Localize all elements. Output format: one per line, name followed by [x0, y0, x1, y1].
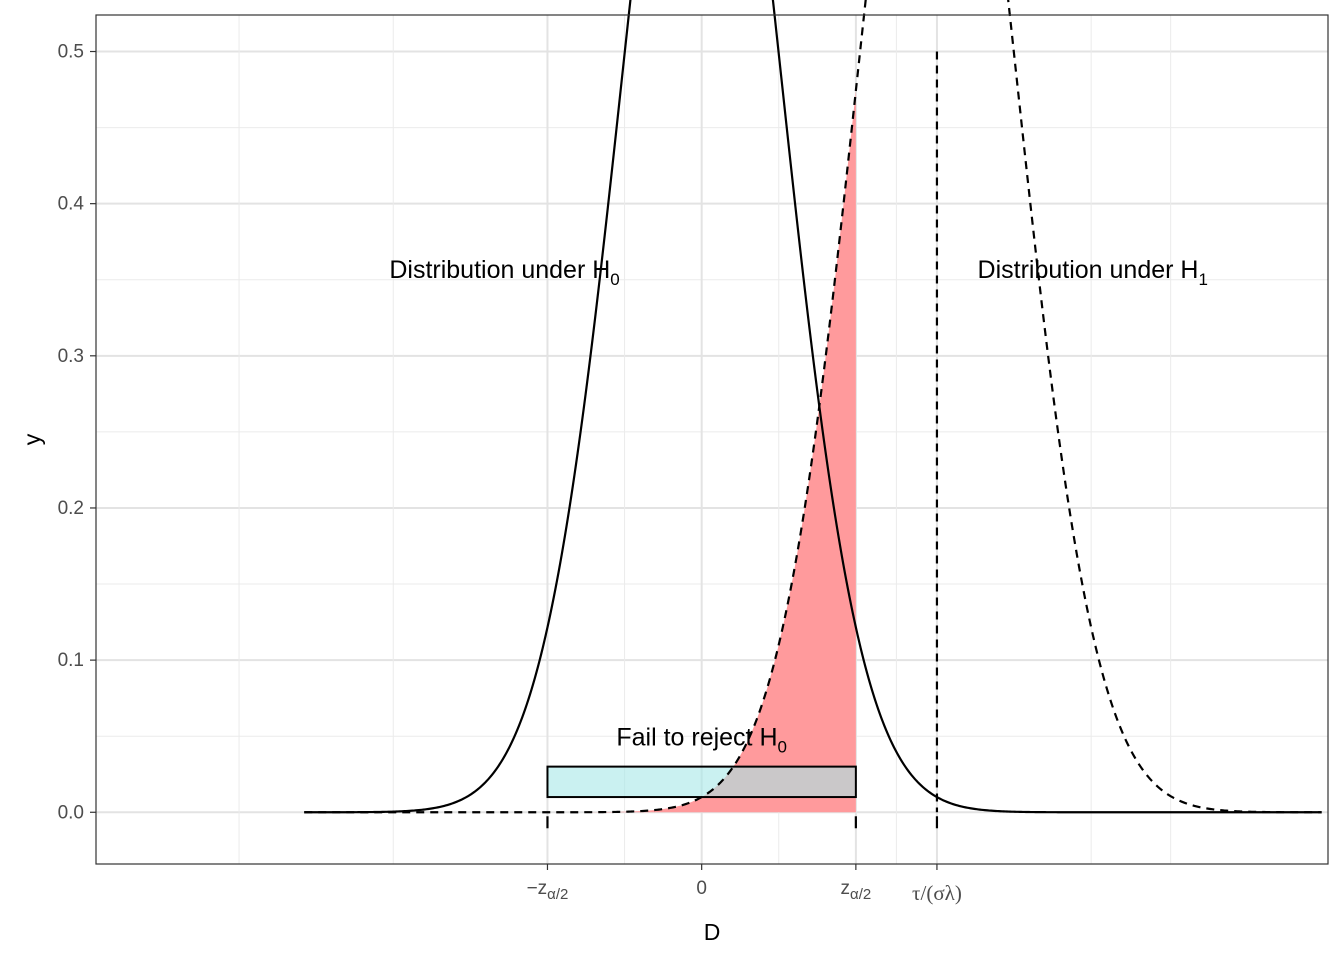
x-tick-label: 0	[696, 878, 707, 899]
h1-density-curve	[304, 0, 1322, 814]
acceptance-interval-bar	[546, 765, 857, 799]
annotation-fail: Fail to reject H0	[616, 723, 787, 756]
y-tick-label: 0.0	[58, 802, 84, 823]
x-tick-label: −zα/2	[527, 878, 569, 903]
y-axis-title: y	[19, 433, 45, 445]
panel-border	[95, 14, 1329, 865]
y-tick-label: 0.3	[58, 346, 84, 367]
x-axis-title: D	[704, 919, 721, 945]
x-tick-label: zα/2	[841, 878, 872, 903]
plot-panel	[96, 15, 1328, 864]
grid-lines	[96, 15, 1328, 864]
annotation-h1: Distribution under H1	[978, 256, 1208, 289]
y-tick-label: 0.5	[58, 42, 84, 63]
y-tick-label: 0.4	[58, 194, 85, 215]
annotation-h0: Distribution under H0	[389, 256, 619, 289]
x-tick-label: τ/(σλ)	[912, 881, 962, 905]
y-tick-label: 0.1	[58, 650, 84, 671]
shaded-power-region	[304, 90, 856, 813]
y-tick-label: 0.2	[58, 498, 84, 519]
h0-density-curve	[304, 0, 1322, 814]
